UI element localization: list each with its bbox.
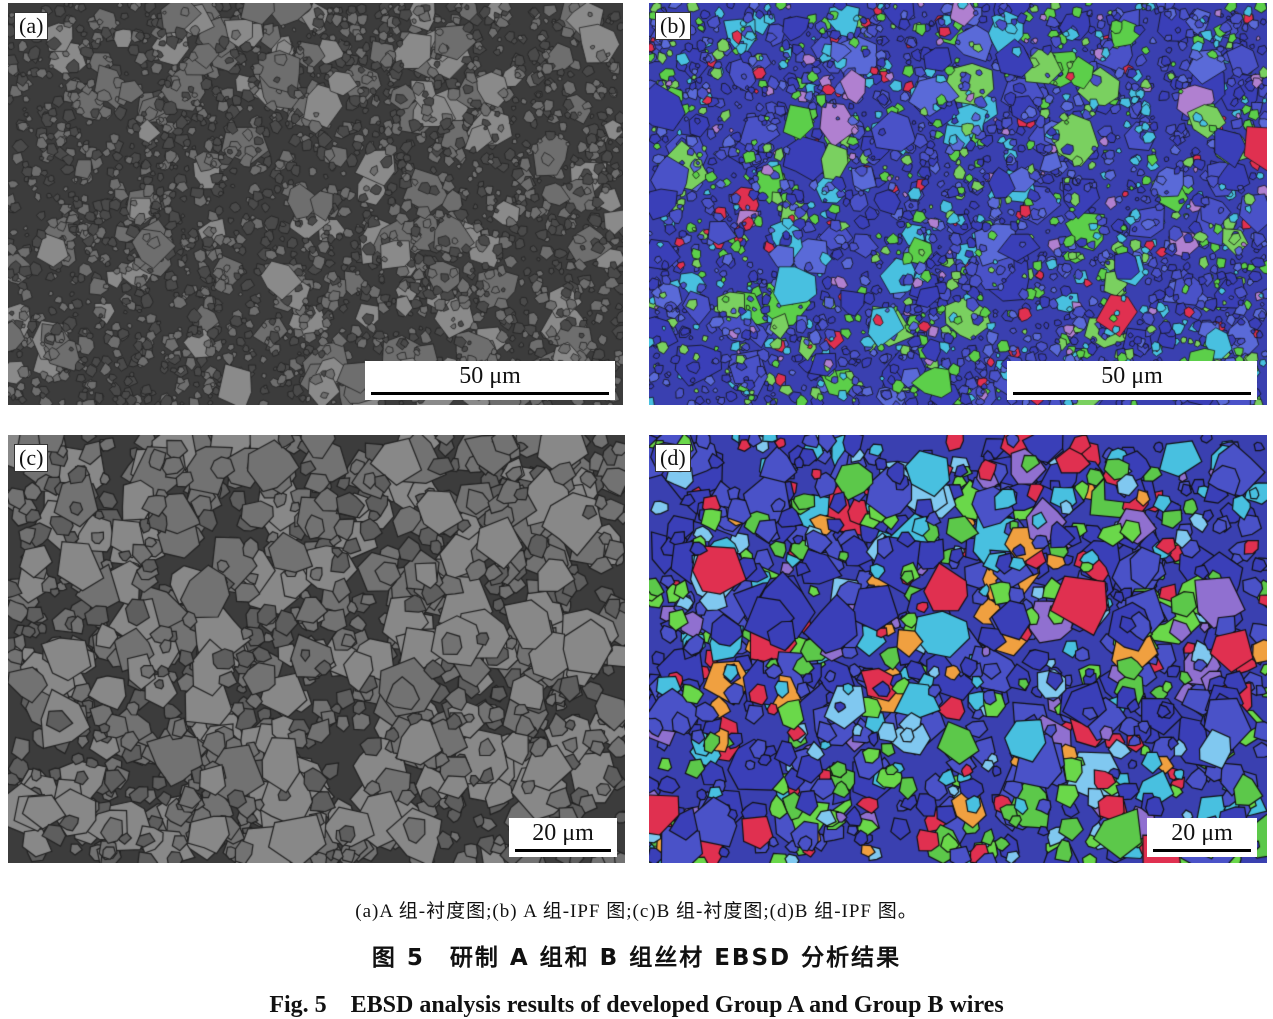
- micrograph-b: [649, 3, 1267, 405]
- panel-b-ipf-map: (b) 50 μm: [649, 3, 1267, 405]
- figure-title-chinese: 图 5 研制 A 组和 B 组丝材 EBSD 分析结果: [371, 945, 902, 971]
- panel-d-ipf-map: (d) 20 μm: [649, 435, 1267, 863]
- scale-bar-label: 50 μm: [459, 363, 521, 389]
- panel-c-band-contrast-map: (c) 20 μm: [8, 435, 625, 863]
- micrograph-a: [8, 3, 623, 405]
- scale-bar: 20 μm: [509, 818, 617, 857]
- scale-bar: 20 μm: [1147, 818, 1257, 857]
- scale-bar-label: 50 μm: [1101, 363, 1163, 389]
- panel-label: (c): [14, 444, 49, 472]
- scale-bar: 50 μm: [365, 361, 615, 400]
- micrograph-d: [649, 435, 1267, 863]
- panel-label: (d): [655, 444, 691, 472]
- panel-label: (b): [655, 12, 691, 40]
- scale-bar: 50 μm: [1007, 361, 1257, 400]
- panel-a-band-contrast-map: (a) 50 μm: [8, 3, 623, 405]
- scale-bar-label: 20 μm: [1171, 820, 1233, 846]
- figure-title-english: Fig. 5 EBSD analysis results of develope…: [269, 992, 1004, 1018]
- scale-bar-label: 20 μm: [532, 820, 594, 846]
- subfigure-captions: (a)A 组-衬度图;(b) A 组-IPF 图;(c)B 组-衬度图;(d)B…: [355, 901, 918, 922]
- micrograph-c: [8, 435, 625, 863]
- panel-label: (a): [14, 12, 49, 40]
